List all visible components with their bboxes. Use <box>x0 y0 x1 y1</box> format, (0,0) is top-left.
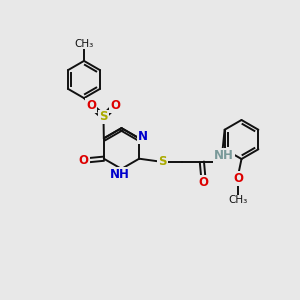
Text: O: O <box>198 176 208 189</box>
Text: CH₃: CH₃ <box>228 195 248 206</box>
Text: NH: NH <box>214 149 234 162</box>
Text: N: N <box>138 130 148 143</box>
Text: NH: NH <box>110 168 130 181</box>
Text: O: O <box>233 172 243 185</box>
Text: O: O <box>86 99 96 112</box>
Text: S: S <box>158 155 167 168</box>
Text: O: O <box>110 99 120 112</box>
Text: CH₃: CH₃ <box>74 38 94 49</box>
Text: S: S <box>99 110 108 124</box>
Text: O: O <box>79 154 89 167</box>
